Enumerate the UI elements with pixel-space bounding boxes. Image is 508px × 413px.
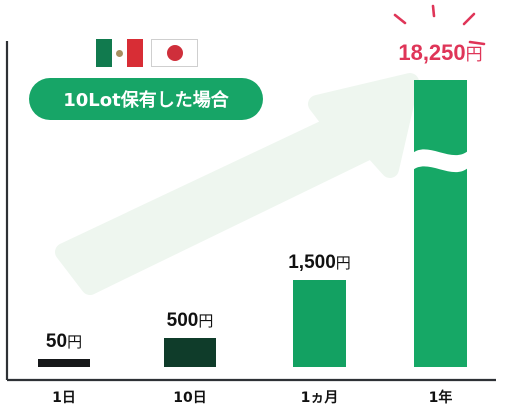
trend-arrow <box>55 73 419 295</box>
x-label-3: 1ヵ月 <box>301 390 339 406</box>
value-label-1: 50円 <box>46 331 82 352</box>
japan-flag-icon <box>151 39 198 67</box>
mexico-flag-red-stripe <box>127 39 143 67</box>
x-label-2: 10日 <box>173 390 206 406</box>
mexico-flag-green-stripe <box>96 39 112 67</box>
axis-break-gap <box>413 149 468 173</box>
value-unit-3: 円 <box>336 254 351 272</box>
sparkle-line-3 <box>462 12 476 26</box>
sparkle-line-1 <box>393 13 407 25</box>
bar-3 <box>293 280 346 367</box>
value-number-3: 1,500 <box>288 252 336 273</box>
value-label-2: 500円 <box>167 310 214 331</box>
value-unit-1: 円 <box>67 333 82 351</box>
value-number-2: 500 <box>167 310 199 331</box>
sparkle-line-2 <box>431 4 436 18</box>
holding-badge-label: 10Lot保有した場合 <box>63 90 229 111</box>
mexico-flag-icon <box>96 39 143 67</box>
sparkle-line-4 <box>468 40 486 46</box>
value-label-4: 18,250円 <box>398 40 482 65</box>
bar-2 <box>164 338 216 367</box>
x-label-4: 1年 <box>429 389 453 406</box>
value-number-1: 50 <box>46 331 67 352</box>
bar-4 <box>414 80 467 367</box>
value-label-3: 1,500円 <box>288 252 351 273</box>
value-number-4: 18,250 <box>398 40 465 65</box>
value-unit-2: 円 <box>198 312 213 330</box>
value-unit-4: 円 <box>466 45 483 65</box>
japan-sun-icon <box>166 45 183 61</box>
sparkle-burst-icon <box>393 4 486 46</box>
mexico-emblem-icon <box>116 49 123 57</box>
x-label-1: 1日 <box>52 390 76 406</box>
bar-1 <box>38 359 90 367</box>
holding-badge: 10Lot保有した場合 <box>29 78 263 120</box>
